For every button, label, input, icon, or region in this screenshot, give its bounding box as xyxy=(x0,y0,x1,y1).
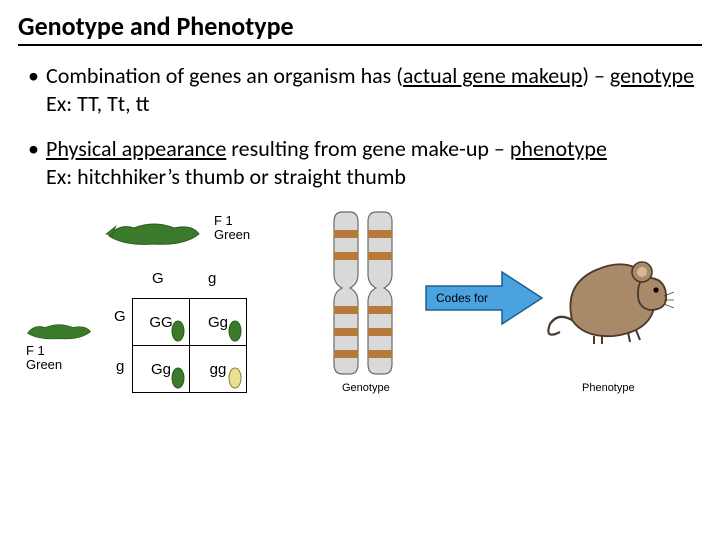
svg-text:Codes for: Codes for xyxy=(436,291,488,305)
pea-pod-side xyxy=(24,318,94,344)
underline-genotype: genotype xyxy=(610,62,694,89)
text: resulting from gene make-up – xyxy=(226,135,510,162)
codes-for-arrow: Codes for xyxy=(424,268,544,333)
bullet-list: Combination of genes an organism has (ac… xyxy=(18,62,702,190)
pea-pod-top xyxy=(104,218,204,248)
bullet-phenotype: Physical appearance resulting from gene … xyxy=(28,135,702,190)
text: Combination of genes an organism has ( xyxy=(46,62,403,89)
bullet-genotype: Combination of genes an organism has (ac… xyxy=(28,62,702,117)
punnett-table: GG Gg Gg gg xyxy=(132,298,247,393)
caption-phenotype: Phenotype xyxy=(582,382,635,394)
text: ) – xyxy=(582,62,610,89)
codes-for-figure: Codes for xyxy=(294,208,674,408)
underline-phenotype: phenotype xyxy=(510,135,607,162)
label-top-f1: F 1 Green xyxy=(214,214,250,243)
cell-gg-het1: Gg xyxy=(190,299,247,346)
mouse-icon xyxy=(544,228,674,363)
underline-actual-gene-makeup: actual gene makeup xyxy=(403,62,582,89)
punnett-figure: F 1 Green F 1 Green G g G g GG xyxy=(24,208,264,408)
row-header-g-upper: G xyxy=(114,308,126,325)
row-header-g-lower: g xyxy=(116,358,124,375)
chromosome-pair-icon xyxy=(324,208,404,383)
example-phenotype: Ex: hitchhiker’s thumb or straight thumb xyxy=(46,163,702,191)
caption-genotype: Genotype xyxy=(342,382,390,394)
cell-gg-dom: GG xyxy=(133,299,190,346)
col-header-g-upper: G xyxy=(152,270,164,287)
underline-physical-appearance: Physical appearance xyxy=(46,135,226,162)
example-genotype: Ex: TT, Tt, tt xyxy=(46,90,702,118)
cell-gg-rec: gg xyxy=(190,346,247,393)
col-header-g-lower: g xyxy=(208,270,216,287)
cell-gg-het2: Gg xyxy=(133,346,190,393)
page-title: Genotype and Phenotype xyxy=(18,10,702,46)
label-side-f1: F 1 Green xyxy=(26,344,62,373)
